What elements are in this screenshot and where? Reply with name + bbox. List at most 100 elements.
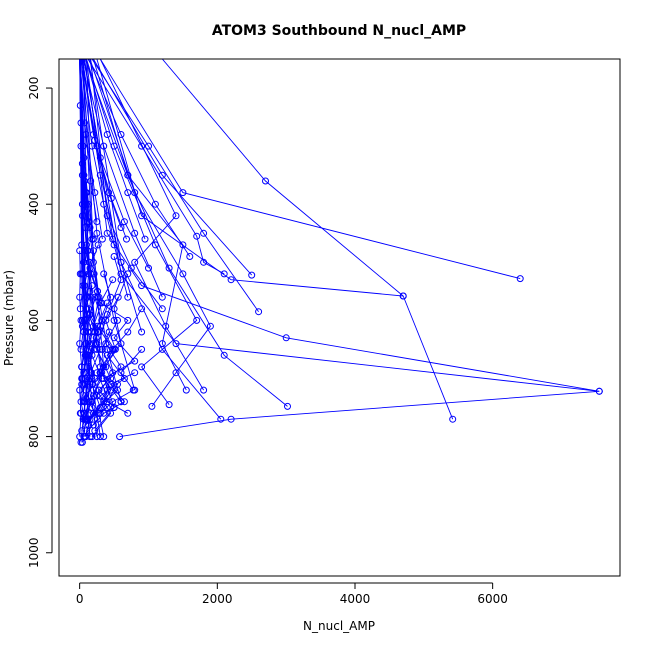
profile-line (88, 59, 191, 257)
data-point (107, 409, 115, 417)
profile-line (79, 59, 98, 222)
data-point (107, 194, 115, 202)
data-point (114, 316, 121, 324)
data-point (399, 292, 407, 300)
data-point (123, 235, 130, 243)
data-point (90, 270, 98, 278)
data-point (109, 369, 117, 377)
profile-71 (76, 247, 86, 441)
data-point (83, 293, 90, 301)
profile-line (86, 59, 198, 405)
data-point (98, 316, 106, 324)
data-point (151, 200, 159, 208)
profile-1 (99, 59, 524, 283)
data-point (172, 340, 180, 348)
data-point (100, 433, 108, 441)
data-point (87, 177, 95, 185)
data-point (76, 433, 84, 441)
profile-line (84, 59, 149, 269)
y-tick-label: 400 (27, 193, 41, 216)
data-point (193, 316, 201, 324)
data-point (248, 271, 256, 279)
data-point (100, 200, 108, 208)
plot-data-layer (76, 59, 603, 446)
data-point (94, 241, 102, 249)
profile-8 (91, 59, 263, 316)
data-point (87, 369, 95, 377)
data-point (103, 229, 111, 237)
data-point (83, 189, 90, 197)
data-point (88, 282, 96, 290)
data-point (117, 276, 125, 284)
data-point (227, 276, 235, 284)
data-point (131, 258, 139, 266)
profile-line (99, 349, 142, 414)
data-point (124, 409, 132, 417)
data-point (76, 270, 84, 278)
data-point (127, 264, 135, 272)
data-point (120, 398, 128, 406)
data-point (148, 402, 156, 410)
profile-line (89, 59, 211, 407)
data-point (116, 433, 124, 441)
data-point (124, 270, 132, 278)
data-point (103, 131, 111, 138)
profile-line (90, 59, 163, 310)
data-point (95, 386, 103, 394)
profile-line (85, 297, 107, 426)
profile-61 (96, 345, 146, 417)
data-point (220, 351, 228, 359)
x-tick-label: 2000 (202, 592, 233, 606)
profile-15 (85, 59, 149, 243)
data-point (90, 345, 98, 353)
x-tick-label: 0 (76, 592, 84, 606)
profile-70 (82, 328, 98, 417)
data-point (93, 433, 101, 441)
profile-line (94, 320, 122, 432)
chart-title: ATOM3 Southbound N_nucl_AMP (212, 23, 466, 39)
data-point (516, 275, 524, 283)
y-tick-label: 600 (27, 309, 41, 332)
data-point (114, 380, 121, 388)
data-point (76, 247, 84, 255)
data-point (81, 119, 88, 127)
profile-9 (87, 59, 228, 278)
data-point (86, 224, 94, 231)
data-point (179, 189, 187, 197)
data-point (182, 386, 190, 394)
data-point (91, 189, 99, 197)
data-point (93, 218, 101, 226)
data-point (162, 322, 170, 330)
data-point (124, 189, 132, 197)
data-point (98, 299, 106, 307)
data-point (82, 345, 90, 353)
data-point (78, 160, 86, 168)
profile-line (81, 59, 127, 240)
data-point (84, 328, 92, 336)
data-point (111, 345, 119, 353)
profile-line (79, 59, 86, 211)
data-point (120, 375, 128, 382)
profile-13 (92, 59, 190, 394)
profile-line (99, 279, 136, 402)
data-point (85, 311, 93, 319)
profile-line (87, 244, 99, 379)
profile-line (91, 59, 259, 312)
data-point (138, 142, 146, 150)
data-point (227, 415, 235, 423)
profile-line (83, 314, 103, 437)
profile-line (87, 59, 225, 275)
data-point (82, 395, 90, 403)
profile-48 (76, 59, 89, 214)
data-point (84, 218, 92, 226)
data-point (85, 409, 93, 417)
profile-47 (79, 59, 101, 226)
y-axis-label: Pressure (mbar) (2, 270, 16, 366)
data-point (107, 293, 115, 301)
data-point (200, 258, 208, 266)
x-axis-label: N_nucl_AMP (303, 619, 375, 633)
profile-line (93, 59, 253, 276)
profile-5 (93, 59, 256, 279)
data-point (77, 409, 85, 417)
x-axis: 0 2000 4000 6000 (76, 582, 508, 606)
